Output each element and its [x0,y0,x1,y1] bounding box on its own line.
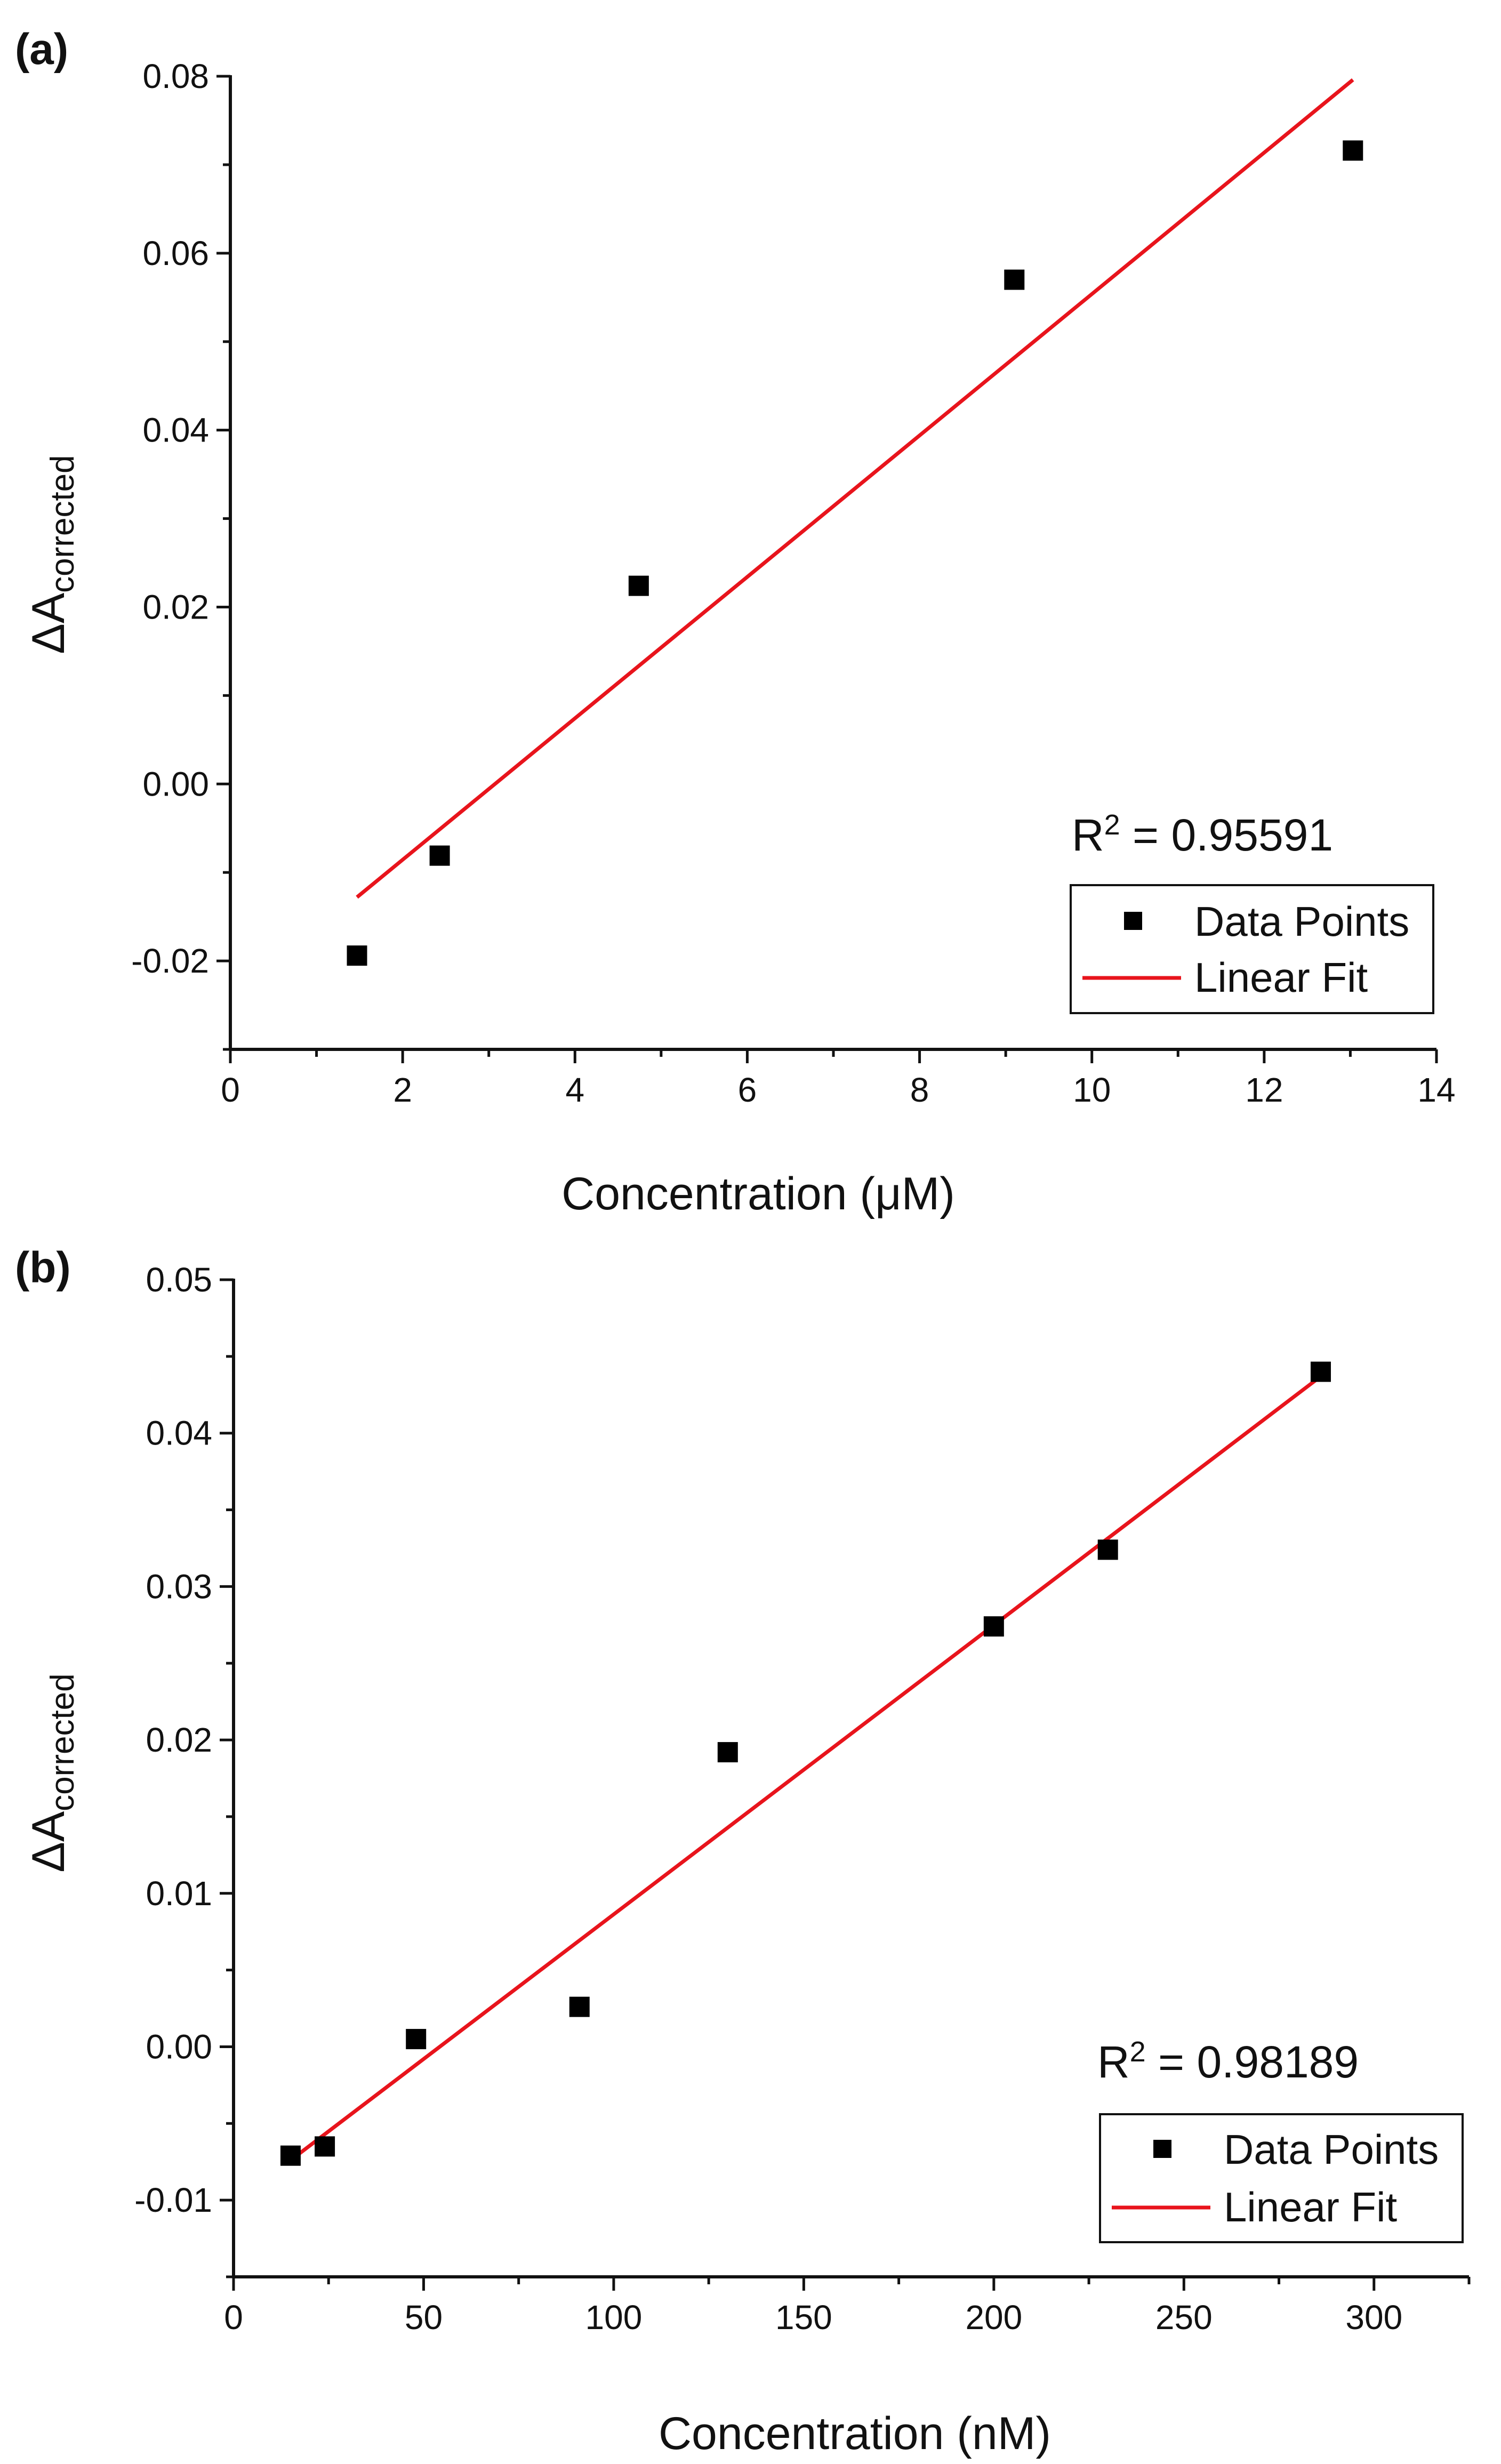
panel-a-y-tick-label: -0.02 [131,942,209,980]
panel-a-y-tick-label: 0.00 [142,765,209,803]
panel-b-x-tick-label: 300 [1345,2298,1402,2337]
panel-b-y-tick-label: 0.01 [146,1874,212,1913]
panel-b-x-axis-title: Concentration (nM) [659,2408,1051,2459]
panel-b-y-title-main: ΔA [23,1811,74,1872]
panel-b-linear-fit-line [289,1375,1322,2162]
panel-b-data-point [717,1742,738,1763]
panel-a-x-tick-label: 2 [393,1071,412,1109]
panel-a-linear-fit-line [356,78,1354,899]
panel-a-data-point [628,575,649,596]
panel-b-legend-label-fit: Linear Fit [1224,2184,1397,2230]
panel-b-data-point [569,1996,590,2017]
panel-a-x-axis-title: Concentration (μM) [561,1168,955,1219]
panel-a-y-title-main: ΔA [23,592,74,654]
panel-a-x-tick-label: 12 [1245,1071,1283,1109]
panel-b-y-title-sub: corrected [44,1673,81,1811]
panel-b-y-tick-label: 0.00 [146,2027,212,2066]
panel-a-y-title-sub: corrected [44,455,81,592]
panel-b-legend-marker-points [1153,2140,1171,2158]
panel-a-x-tick-label: 6 [738,1071,757,1109]
panel-a-y-tick-label: 0.04 [142,411,209,450]
panel-a-y-tick-label: 0.06 [142,234,209,272]
panel-b-label: (b) [15,1243,71,1292]
panel-a-r2-value: = 0.95591 [1120,810,1333,860]
panel-b-r2-prefix: R [1097,2037,1130,2087]
panel-a-x-tick-label: 14 [1417,1071,1455,1109]
panel-a-y-tick-label: 0.02 [142,588,209,626]
panel-b-x-tick-label: 100 [585,2298,643,2337]
panel-a-legend: Data Points Linear Fit [1070,884,1434,1014]
panel-b-r2-value: = 0.98189 [1146,2037,1359,2087]
panel-b-data-point [1097,1539,1118,1560]
panel-b-y-tick-label: 0.04 [146,1414,212,1452]
panel-b-legend-box [1099,2113,1464,2243]
panel-b-x-tick-label: 200 [965,2298,1022,2337]
panel-a-data-point [429,845,450,866]
panel-a-data-point [347,945,367,966]
panel-a-r2-prefix: R [1072,810,1104,860]
panel-a-plot-area: 0 2 4 6 8 10 12 14 -0.02 0.00 0.02 0.04 0.06 0.08 [131,57,1455,1109]
panel-a-r2-annotation: R2 = 0.95591 [1072,809,1333,860]
panel-b-y-tick-label: -0.01 [134,2181,212,2219]
panel-a-legend-label-points: Data Points [1194,898,1409,945]
panel-b-y-tick-label: 0.05 [146,1261,212,1299]
panel-b-data-point [983,1616,1004,1637]
panel-a-x-tick-label: 8 [910,1071,929,1109]
panel-a-label: (a) [15,25,68,74]
panel-b-y-axis-title: ΔAcorrected [23,1673,81,1872]
panel-a-y-tick-label: 0.08 [142,57,209,95]
panel-b-plot-area: 0 50 100 150 200 250 300 -0.01 0.00 0.01 0.02 0.03 0… [134,1261,1471,2337]
panel-a-x-tick-label: 4 [565,1071,584,1109]
panel-b-r2-sup: 2 [1130,2036,1146,2068]
panel-b-legend: Data Points Linear Fit [1099,2113,1464,2243]
panel-a-x-tick-label: 0 [221,1071,240,1109]
panel-b-y-tick-label: 0.02 [146,1721,212,1759]
panel-b-data-point [315,2136,335,2157]
panel-b-r2-annotation: R2 = 0.98189 [1097,2036,1359,2087]
panel-b-data-point [1310,1361,1331,1382]
panel-b-y-tick-label: 0.03 [146,1567,212,1606]
panel-b-data-point [280,2145,301,2166]
panel-a: (a) 0 2 4 6 8 10 12 14 -0.02 0.00 0.02 0.04 0.06 0.08… [15,25,1456,1219]
panel-a-data-point [1004,269,1025,290]
panel-a-x-tick-label: 10 [1073,1071,1111,1109]
panel-b-data-point [406,2029,427,2050]
panel-a-legend-box [1070,884,1434,1014]
panel-a-y-axis-title: ΔAcorrected [23,455,81,654]
panel-a-r2-sup: 2 [1104,809,1120,841]
panel-b-x-tick-label: 50 [405,2298,443,2337]
panel-b-legend-label-points: Data Points [1224,2126,1439,2173]
panel-b: (b) 0 50 100 150 200 250 300-0.010.000.010.020… [15,1243,1471,2459]
panel-a-data-point [1343,140,1363,161]
panel-b-x-tick-label: 150 [775,2298,832,2337]
panel-a-legend-marker-points [1124,912,1142,930]
panel-a-legend-label-fit: Linear Fit [1194,954,1368,1001]
panel-b-x-tick-label: 0 [224,2298,243,2337]
panel-b-x-tick-label: 250 [1155,2298,1213,2337]
